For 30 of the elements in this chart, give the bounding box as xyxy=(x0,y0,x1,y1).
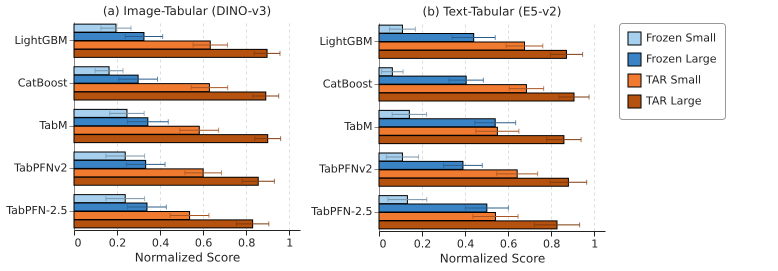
x-tick-label: 0.8 xyxy=(542,238,560,250)
y-tick-label: TabM xyxy=(38,119,68,132)
x-tick-label: 1 xyxy=(591,238,598,250)
x-tick-label: 0 xyxy=(74,236,82,250)
y-tick-label: CatBoost xyxy=(322,77,374,90)
y-tick-label: TabM xyxy=(343,120,372,133)
x-tick-label: 0.6 xyxy=(194,236,212,250)
y-tick-label: TabPFN-2.5 xyxy=(5,204,68,218)
y-tick-label: TabPFNv2 xyxy=(13,162,68,175)
x-tick-label: 0.4 xyxy=(152,236,170,250)
y-tick-label: LightGBM xyxy=(14,34,68,47)
legend-label: TAR Small xyxy=(645,74,702,86)
x-tick-label: 0.8 xyxy=(238,236,256,250)
x-tick-label: 0 xyxy=(380,238,386,250)
legend-label: Frozen Large xyxy=(646,52,717,66)
y-tick-label: CatBoost xyxy=(18,76,68,90)
x-tick-label: 0.2 xyxy=(108,236,126,250)
chart-title: (a) Image-Tabular (DINO-v3) xyxy=(102,4,272,18)
x-tick-label: 0.6 xyxy=(500,238,518,250)
x-tick-label: 1 xyxy=(286,236,294,250)
x-axis-title: Normalized Score xyxy=(440,252,546,266)
y-tick-label: TabPFNv2 xyxy=(318,162,372,176)
chart-title: (b) Text-Tabular (E5-v2) xyxy=(422,4,562,18)
x-axis-title: Normalized Score xyxy=(134,250,240,264)
x-tick-label: 0.2 xyxy=(414,238,432,250)
legend-label: Frozen Small xyxy=(646,32,716,44)
x-tick-label: 0.4 xyxy=(456,238,474,250)
legend-label: TAR Large xyxy=(645,94,702,108)
y-tick-label: LightGBM xyxy=(319,34,372,48)
y-tick-label: TabPFN-2.5 xyxy=(310,205,372,218)
